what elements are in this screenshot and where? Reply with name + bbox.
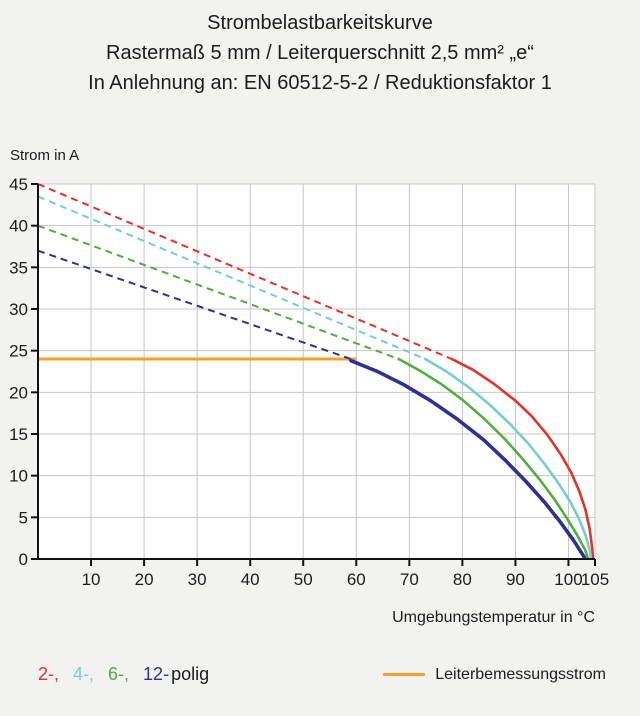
series-solid-6-polig xyxy=(397,357,589,559)
series-solid-12-polig xyxy=(349,358,587,560)
derating-chart-svg: 0 5 10 15 20 25 30 35 40 45 10 20 30 40 50 60 70 80 90 1001… xyxy=(9,147,609,626)
x-tick-label: 60 xyxy=(347,570,366,589)
plot-area xyxy=(38,184,595,559)
y-tick-label: 35 xyxy=(9,258,28,277)
x-tick-label: 100 xyxy=(554,570,582,589)
y-tick-label: 40 xyxy=(9,217,28,236)
y-tick-label: 15 xyxy=(9,425,28,444)
x-tick-label: 50 xyxy=(294,570,313,589)
y-tick-label: 10 xyxy=(9,467,28,486)
rated-current-line-swatch xyxy=(383,673,426,676)
legend-pole-label: 4-, xyxy=(73,664,95,684)
derating-chart: 0 5 10 15 20 25 30 35 40 45 10 20 30 40 50 60 70 80 90 100 1… xyxy=(0,98,640,638)
x-tick-label: 70 xyxy=(400,570,419,589)
series-dashed-6-polig xyxy=(37,224,400,360)
x-tick-label: 40 xyxy=(241,570,260,589)
legend-poles: 2-, 4-, 6-, 12- polig xyxy=(38,664,209,685)
title-line-2: Rastermaß 5 mm / Leiterquerschnitt 2,5 m… xyxy=(106,42,534,64)
rated-current-label: Leiterbemessungsstrom xyxy=(435,665,606,683)
legend-pole-label: 2-, xyxy=(38,664,60,684)
y-tick-label: 30 xyxy=(9,300,28,319)
series-dashed-4-polig xyxy=(37,195,426,360)
title-line-1: Strombelastbarkeitskurve xyxy=(207,12,433,34)
y-tick-label: 45 xyxy=(9,175,28,194)
x-axis-caption: Umgebungstemperatur in °C xyxy=(392,609,595,626)
legend-rated: Leiterbemessungsstrom xyxy=(383,666,606,684)
y-tick-label: 20 xyxy=(9,383,28,402)
x-tick-label: 30 xyxy=(188,570,207,589)
x-tick-label: 105 xyxy=(581,570,609,589)
x-tick-label: 20 xyxy=(135,570,154,589)
legend-row: 2-, 4-, 6-, 12- polig Leiterbemessungsstrom xyxy=(38,664,606,685)
x-tick-label: 10 xyxy=(82,570,101,589)
legend-pole-label: 6-, xyxy=(108,664,130,684)
legend-pole-label: 12- xyxy=(143,664,170,684)
legend-poles-suffix: polig xyxy=(171,664,210,684)
x-tick-label: 90 xyxy=(506,570,525,589)
x-tick-label: 80 xyxy=(453,570,472,589)
chart-header: Strombelastbarkeitskurve Rastermaß 5 mm … xyxy=(0,0,640,98)
series-dashed-2-polig xyxy=(37,183,453,360)
y-tick-label: 5 xyxy=(19,508,28,527)
title-line-3: In Anlehnung an: EN 60512-5-2 / Reduktio… xyxy=(88,72,552,94)
y-tick-label: 25 xyxy=(9,342,28,361)
series-solid-4-polig xyxy=(423,357,593,559)
y-axis-caption: Strom in A xyxy=(10,147,79,164)
series-solid-2-polig xyxy=(450,357,595,559)
y-tick-label: 0 xyxy=(19,550,28,569)
